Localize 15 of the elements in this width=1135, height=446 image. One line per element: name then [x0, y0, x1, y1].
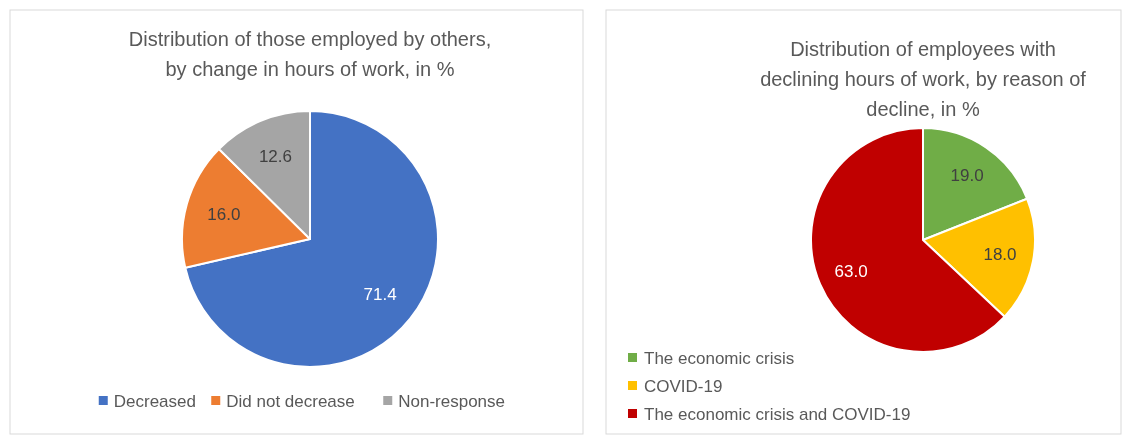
pie-slice: [184, 110, 439, 368]
legend-label: COVID-19: [644, 377, 723, 396]
data-label: 63.0: [834, 261, 868, 281]
legend-label: Decreased: [113, 392, 196, 411]
legend-label: The economic crisis: [644, 349, 795, 368]
data-label: 71.4: [363, 285, 397, 305]
chart-title: Distribution of employees with declining hours of work, by reason of decline, in %: [760, 38, 1087, 120]
data-label: 16.0: [207, 205, 241, 225]
data-label: 12.6: [258, 146, 292, 166]
chart-title: Distribution of those employed by others, by change in hours of work, in %: [128, 28, 492, 80]
legend-label: The economic crisis and COVID-19: [644, 405, 911, 424]
data-label: 18.0: [983, 245, 1017, 265]
data-label: 19.0: [950, 165, 984, 185]
legend-label: Non-response: [398, 392, 506, 411]
legend-label: Did not decrease: [226, 392, 355, 411]
